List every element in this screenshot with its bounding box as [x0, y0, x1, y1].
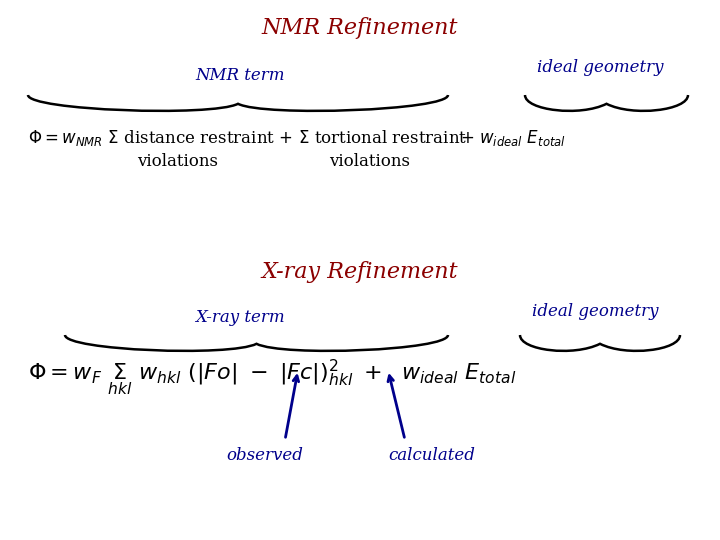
Text: observed: observed: [227, 447, 303, 463]
Text: X-ray term: X-ray term: [195, 309, 285, 327]
Text: calculated: calculated: [389, 447, 475, 463]
Text: ideal geometry: ideal geometry: [536, 59, 663, 77]
Text: violations: violations: [330, 153, 410, 171]
Text: ideal geometry: ideal geometry: [532, 303, 658, 321]
Text: violations: violations: [138, 153, 218, 171]
Text: $\Phi = w_F\ \underset{hkl}{\Sigma}\ w_{hkl}\ (|Fo|\ -\ |Fc|)^2_{hkl}\ +\ \ w_{i: $\Phi = w_F\ \underset{hkl}{\Sigma}\ w_{…: [28, 357, 516, 399]
Text: NMR Refinement: NMR Refinement: [262, 17, 458, 39]
Text: NMR term: NMR term: [195, 66, 284, 84]
Text: $+\ w_{ideal}\ E_{total}$: $+\ w_{ideal}\ E_{total}$: [460, 128, 566, 148]
Text: X-ray Refinement: X-ray Refinement: [261, 261, 459, 283]
Text: $\Phi = w_{NMR}\ \Sigma\ $distance restraint $+\ \Sigma\ $tortional restraint: $\Phi = w_{NMR}\ \Sigma\ $distance restr…: [28, 128, 467, 148]
